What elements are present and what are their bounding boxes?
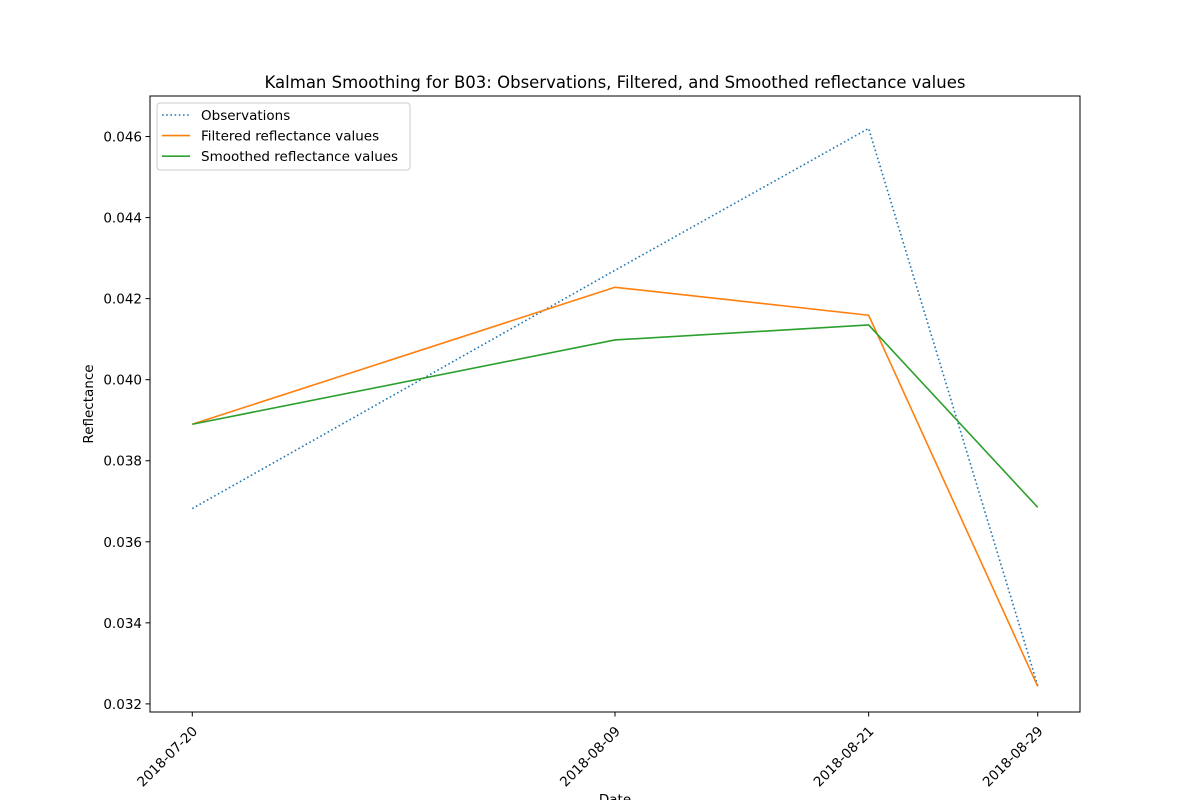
x-tick-label: 2018-08-29 (980, 724, 1047, 791)
y-axis: 0.032 0.034 0.036 0.038 0.040 0.042 0.044 0.046 (103, 130, 150, 713)
x-tick-label: 2018-07-20 (134, 724, 201, 791)
y-tick-label: 0.044 (103, 211, 142, 227)
x-axis: 2018-07-20 2018-08-09 2018-08-21 2018-08-29 (134, 712, 1047, 791)
y-tick-label: 0.038 (103, 454, 142, 470)
series-line-filtered-reflectance-values (192, 286, 1039, 687)
legend-label: Filtered reflectance values (201, 129, 379, 145)
x-tick-label: 2018-08-09 (557, 724, 624, 791)
legend-label: Smoothed reflectance values (201, 149, 398, 165)
x-axis-label: Date (599, 792, 631, 800)
y-tick-label: 0.042 (103, 292, 142, 308)
y-tick-label: 0.032 (103, 697, 142, 713)
chart-title: Kalman Smoothing for B03: Observations, … (265, 73, 966, 92)
legend: Observations Filtered reflectance values S… (156, 102, 411, 171)
x-tick-label: 2018-08-21 (811, 724, 878, 791)
y-tick-label: 0.046 (103, 130, 142, 146)
y-axis-label: Reflectance (81, 364, 97, 443)
y-tick-label: 0.034 (103, 616, 142, 632)
y-tick-label: 0.040 (103, 373, 142, 389)
plot-frame (149, 95, 1081, 713)
series-layer (191, 127, 1039, 687)
y-tick-label: 0.036 (103, 535, 142, 551)
legend-label: Observations (201, 108, 290, 124)
series-line-smoothed-reflectance-values (192, 324, 1039, 508)
series-line-observations (191, 127, 1039, 686)
legend-box (156, 102, 411, 171)
